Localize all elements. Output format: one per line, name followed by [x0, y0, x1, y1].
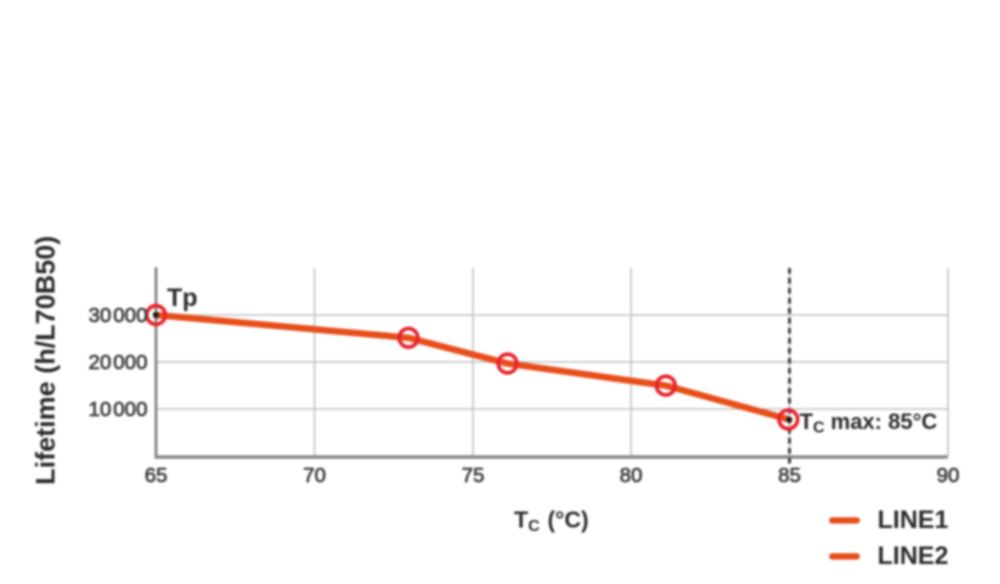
svg-text:Tp: Tp — [167, 284, 198, 312]
svg-text:65: 65 — [145, 464, 168, 487]
svg-text:30000: 30000 — [88, 304, 147, 327]
svg-text:TC (°C): TC (°C) — [514, 507, 589, 536]
svg-text:LINE2: LINE2 — [878, 542, 949, 570]
svg-text:75: 75 — [462, 464, 485, 487]
svg-text:70: 70 — [303, 464, 326, 487]
svg-text:85: 85 — [778, 464, 801, 487]
svg-text:LINE1: LINE1 — [878, 506, 949, 534]
svg-text:Lifetime (h/L70B50): Lifetime (h/L70B50) — [30, 236, 60, 485]
svg-text:10000: 10000 — [88, 398, 147, 421]
svg-text:80: 80 — [620, 464, 643, 487]
svg-text:90: 90 — [937, 464, 960, 487]
svg-text:20000: 20000 — [88, 351, 147, 374]
